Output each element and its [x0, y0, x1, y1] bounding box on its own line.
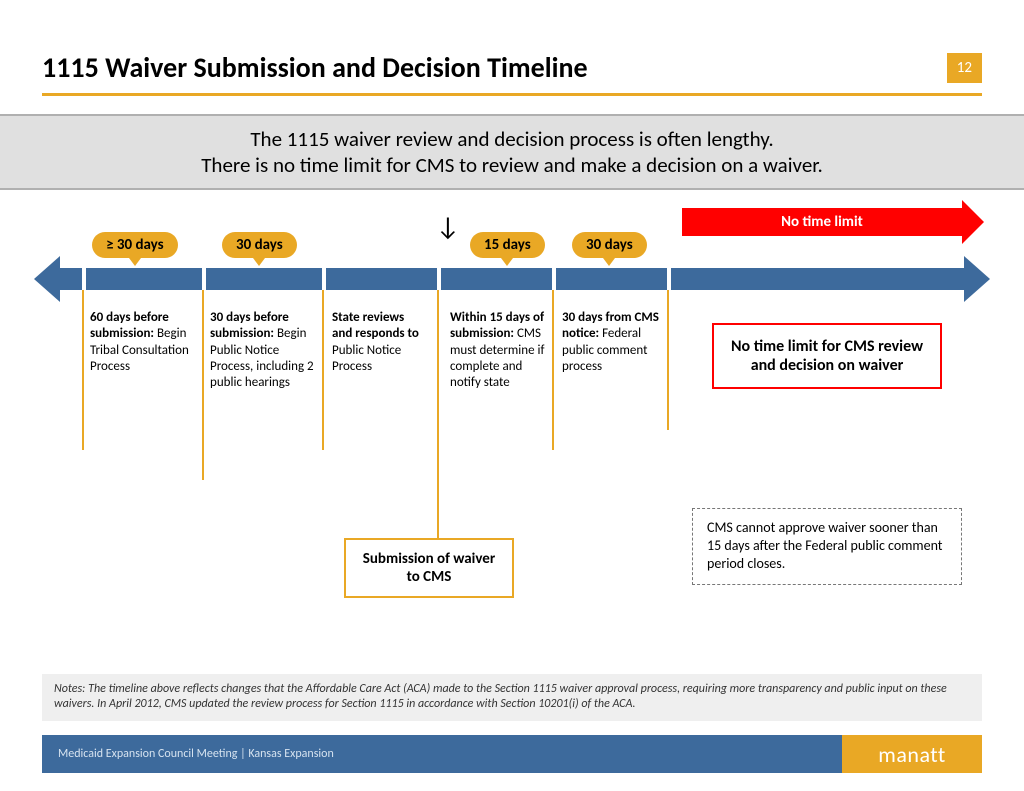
submission-box: Submission of waiver to CMS	[344, 538, 514, 598]
footer-text: Medicaid Expansion Council Meeting | Kan…	[42, 747, 334, 761]
timeline-diagram: No time limit ≥ 30 days 30 days 15 days 30 …	[42, 208, 982, 638]
column-divider-0	[82, 290, 84, 450]
timeline-column-3: Within 15 days of submission: CMS must d…	[450, 310, 545, 391]
column-divider-4	[667, 290, 669, 430]
footer-bar: Medicaid Expansion Council Meeting | Kan…	[42, 735, 982, 773]
timeline-bar	[60, 268, 964, 290]
subtitle-line1: The 1115 waiver review and decision proc…	[40, 126, 984, 152]
page-number-badge: 12	[947, 53, 982, 83]
red-arrow: No time limit	[682, 208, 962, 236]
subtitle-line2: There is no time limit for CMS to review…	[40, 152, 984, 178]
timeline-column-4: 30 days from CMS notice: Federal public …	[562, 310, 662, 375]
dashed-note-box: CMS cannot approve waiver sooner than 15…	[692, 508, 962, 585]
duration-bubble-1: 30 days	[222, 232, 297, 258]
page-title: 1115 Waiver Submission and Decision Time…	[42, 50, 947, 85]
column-divider-2	[322, 290, 324, 450]
down-arrow-icon: ↓	[436, 210, 460, 242]
timeline-column-2: State reviews and responds to Public Not…	[332, 310, 427, 375]
footer-logo: manatt	[842, 735, 982, 773]
subtitle-box: The 1115 waiver review and decision proc…	[0, 114, 1024, 190]
duration-bubble-3: 30 days	[572, 232, 647, 258]
title-underline	[42, 93, 982, 96]
duration-bubble-2: 15 days	[470, 232, 545, 258]
timeline-column-0: 60 days before submission: Begin Tribal …	[90, 310, 190, 375]
column-divider-3	[552, 290, 554, 450]
no-time-limit-box: No time limit for CMS review and decisio…	[712, 323, 942, 389]
column-divider-1	[202, 290, 204, 480]
blue-arrow-right-icon	[964, 256, 990, 302]
submission-connector-line	[437, 290, 439, 538]
timeline-column-1: 30 days before submission: Begin Public …	[210, 310, 318, 391]
blue-arrow-left-icon	[34, 256, 60, 302]
duration-bubble-0: ≥ 30 days	[92, 232, 178, 258]
notes-box: Notes: The timeline above reflects chang…	[42, 674, 982, 721]
